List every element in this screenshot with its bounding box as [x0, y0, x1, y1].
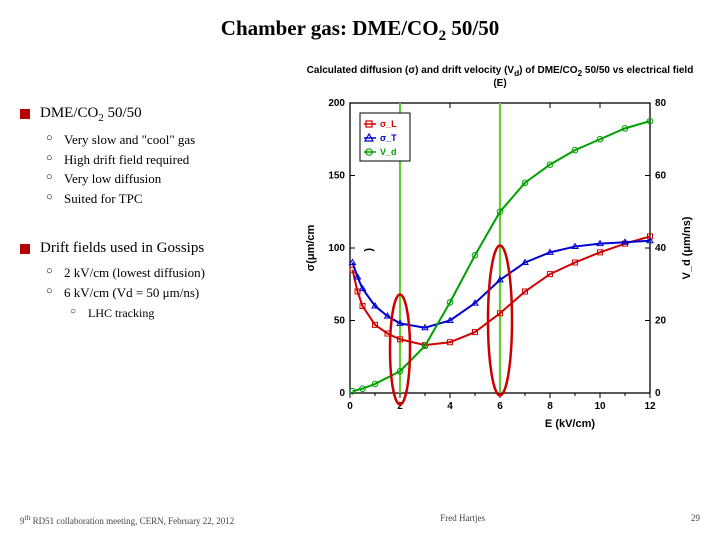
svg-text:): ) [363, 248, 375, 252]
svg-text:100: 100 [328, 243, 345, 254]
diffusion-chart: 024681012050100150200020406080E (kV/cm)σ… [300, 93, 700, 433]
footer-left: 9th RD51 collaboration meeting, CERN, Fe… [20, 513, 234, 526]
sub-item: 6 kV/cm (Vd = 50 μm/ns) [40, 283, 292, 303]
sub-sub-item: LHC tracking [40, 304, 292, 323]
svg-text:σ_T: σ_T [380, 133, 397, 143]
sub-item: Very slow and "cool" gas [40, 130, 292, 150]
svg-text:80: 80 [655, 98, 667, 109]
sub-item: 2 kV/cm (lowest diffusion) [40, 263, 292, 283]
sub-item: Very low diffusion [40, 169, 292, 189]
sub-item: Suited for TPC [40, 189, 292, 209]
svg-text:0: 0 [339, 388, 345, 399]
svg-text:E (kV/cm): E (kV/cm) [545, 418, 595, 430]
svg-text:V_d (μm/ns): V_d (μm/ns) [681, 216, 693, 279]
svg-text:200: 200 [328, 98, 345, 109]
svg-text:0: 0 [655, 388, 661, 399]
svg-text:6: 6 [497, 401, 503, 412]
svg-text:V_d: V_d [380, 147, 397, 157]
svg-text:12: 12 [644, 401, 656, 412]
svg-text:60: 60 [655, 171, 667, 182]
chart-title: Calculated diffusion (σ) and drift veloc… [300, 65, 700, 89]
svg-text:8: 8 [547, 401, 553, 412]
svg-text:50: 50 [334, 316, 346, 327]
footer-right: 29 [691, 513, 700, 526]
slide-title: Chamber gas: DME/CO2 50/50 [20, 16, 700, 45]
content-row: DME/CO2 50/50 Very slow and "cool" gasHi… [20, 65, 700, 425]
sub-item: High drift field required [40, 150, 292, 170]
svg-text:20: 20 [655, 316, 667, 327]
svg-text:0: 0 [347, 401, 353, 412]
svg-text:10: 10 [594, 401, 606, 412]
chart-column: Calculated diffusion (σ) and drift veloc… [300, 65, 700, 425]
svg-text:σ_L: σ_L [380, 119, 397, 129]
svg-text:40: 40 [655, 243, 667, 254]
text-column: DME/CO2 50/50 Very slow and "cool" gasHi… [20, 65, 292, 425]
svg-text:4: 4 [447, 401, 453, 412]
bullet-dme-co2: DME/CO2 50/50 Very slow and "cool" gasHi… [20, 105, 292, 208]
svg-text:σ(μm/cm: σ(μm/cm [305, 225, 317, 272]
footer: 9th RD51 collaboration meeting, CERN, Fe… [20, 513, 700, 526]
bullet-drift-fields: Drift fields used in Gossips 2 kV/cm (lo… [20, 240, 292, 323]
svg-text:150: 150 [328, 171, 345, 182]
footer-center: Fred Hartjes [440, 513, 485, 526]
